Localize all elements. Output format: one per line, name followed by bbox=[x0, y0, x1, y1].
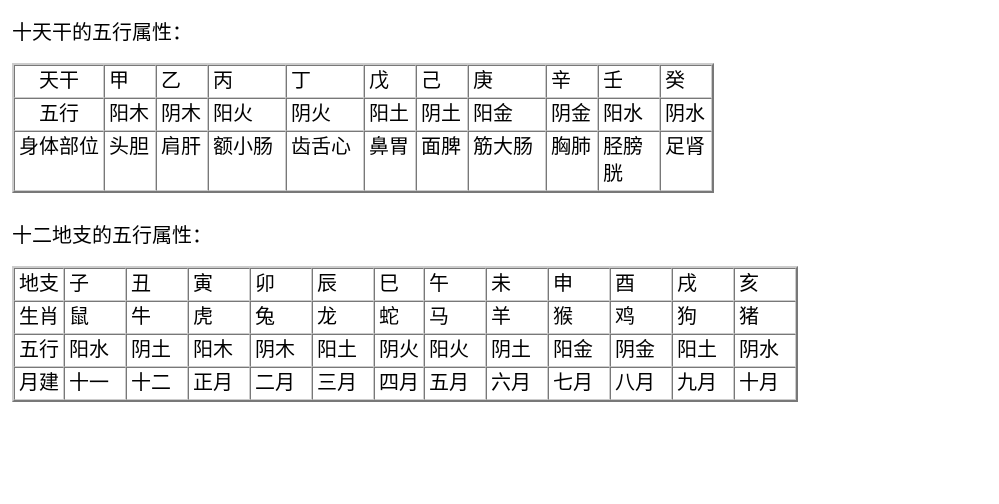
table-cell: 阴火 bbox=[286, 98, 364, 131]
table-cell: 阳土 bbox=[312, 334, 374, 367]
table-cell: 阴土 bbox=[126, 334, 188, 367]
table-cell: 辰 bbox=[312, 268, 374, 301]
table-cell: 子 bbox=[64, 268, 126, 301]
table-cell: 阴土 bbox=[486, 334, 548, 367]
table-cell: 面脾 bbox=[416, 131, 468, 191]
table-cell: 兔 bbox=[250, 301, 312, 334]
table-cell: 龙 bbox=[312, 301, 374, 334]
table-cell: 肩肝 bbox=[156, 131, 208, 191]
table-cell: 五月 bbox=[424, 367, 486, 400]
row-label: 身体部位 bbox=[14, 131, 104, 191]
table-cell: 丁 bbox=[286, 65, 364, 98]
spacer bbox=[12, 201, 987, 213]
table-row: 五行阳木阴木阳火阴火阳土阴土阳金阴金阳水阴水 bbox=[14, 98, 712, 131]
row-label: 月建 bbox=[14, 367, 64, 400]
table-cell: 阳木 bbox=[188, 334, 250, 367]
table-cell: 头胆 bbox=[104, 131, 156, 191]
table-cell: 戊 bbox=[364, 65, 416, 98]
table-cell: 阴水 bbox=[660, 98, 712, 131]
table-dizhi: 地支子丑寅卯辰巳午未申酉戌亥生肖鼠牛虎兔龙蛇马羊猴鸡狗猪五行阳水阴土阳木阴木阳土… bbox=[12, 266, 798, 402]
table-cell: 戌 bbox=[672, 268, 734, 301]
table-row: 月建十一十二正月二月三月四月五月六月七月八月九月十月 bbox=[14, 367, 796, 400]
table-tiangan: 天干甲乙丙丁戊己庚辛壬癸五行阳木阴木阳火阴火阳土阴土阳金阴金阳水阴水身体部位头胆… bbox=[12, 63, 714, 193]
table-cell: 猴 bbox=[548, 301, 610, 334]
table-cell: 猪 bbox=[734, 301, 796, 334]
table-cell: 酉 bbox=[610, 268, 672, 301]
table1-body: 天干甲乙丙丁戊己庚辛壬癸五行阳木阴木阳火阴火阳土阴土阳金阴金阳水阴水身体部位头胆… bbox=[14, 65, 712, 191]
table-cell: 甲 bbox=[104, 65, 156, 98]
table-cell: 十月 bbox=[734, 367, 796, 400]
table-cell: 午 bbox=[424, 268, 486, 301]
table-cell: 未 bbox=[486, 268, 548, 301]
row-label: 五行 bbox=[14, 98, 104, 131]
table-row: 天干甲乙丙丁戊己庚辛壬癸 bbox=[14, 65, 712, 98]
table-cell: 三月 bbox=[312, 367, 374, 400]
table-cell: 丙 bbox=[208, 65, 286, 98]
table-cell: 卯 bbox=[250, 268, 312, 301]
table-cell: 己 bbox=[416, 65, 468, 98]
table-cell: 壬 bbox=[598, 65, 660, 98]
table-cell: 蛇 bbox=[374, 301, 424, 334]
table-cell: 阳火 bbox=[208, 98, 286, 131]
table-cell: 马 bbox=[424, 301, 486, 334]
table-cell: 九月 bbox=[672, 367, 734, 400]
row-label: 生肖 bbox=[14, 301, 64, 334]
table-cell: 虎 bbox=[188, 301, 250, 334]
table-cell: 阴土 bbox=[416, 98, 468, 131]
table-cell: 阳水 bbox=[64, 334, 126, 367]
table-row: 五行阳水阴土阳木阴木阳土阴火阳火阴土阳金阴金阳土阴水 bbox=[14, 334, 796, 367]
table-cell: 四月 bbox=[374, 367, 424, 400]
table-row: 地支子丑寅卯辰巳午未申酉戌亥 bbox=[14, 268, 796, 301]
table-cell: 阴金 bbox=[610, 334, 672, 367]
table-cell: 丑 bbox=[126, 268, 188, 301]
table-cell: 申 bbox=[548, 268, 610, 301]
table-cell: 胫膀胱 bbox=[598, 131, 660, 191]
row-label: 地支 bbox=[14, 268, 64, 301]
table-cell: 七月 bbox=[548, 367, 610, 400]
table-cell: 十一 bbox=[64, 367, 126, 400]
table-cell: 额小肠 bbox=[208, 131, 286, 191]
table-cell: 牛 bbox=[126, 301, 188, 334]
table-cell: 癸 bbox=[660, 65, 712, 98]
table-cell: 阴木 bbox=[156, 98, 208, 131]
table-cell: 寅 bbox=[188, 268, 250, 301]
table-cell: 正月 bbox=[188, 367, 250, 400]
table-cell: 阳土 bbox=[672, 334, 734, 367]
table-cell: 阳火 bbox=[424, 334, 486, 367]
table-cell: 阳水 bbox=[598, 98, 660, 131]
table-cell: 八月 bbox=[610, 367, 672, 400]
table-cell: 筋大肠 bbox=[468, 131, 546, 191]
table-cell: 阳木 bbox=[104, 98, 156, 131]
table-cell: 阴火 bbox=[374, 334, 424, 367]
table-cell: 六月 bbox=[486, 367, 548, 400]
table-cell: 辛 bbox=[546, 65, 598, 98]
heading-dizhi: 十二地支的五行属性： bbox=[12, 219, 987, 248]
table-cell: 鼠 bbox=[64, 301, 126, 334]
row-label: 五行 bbox=[14, 334, 64, 367]
table-cell: 鸡 bbox=[610, 301, 672, 334]
table-cell: 羊 bbox=[486, 301, 548, 334]
table-cell: 庚 bbox=[468, 65, 546, 98]
table-cell: 二月 bbox=[250, 367, 312, 400]
table-cell: 阳金 bbox=[548, 334, 610, 367]
table-cell: 阴木 bbox=[250, 334, 312, 367]
table-row: 生肖鼠牛虎兔龙蛇马羊猴鸡狗猪 bbox=[14, 301, 796, 334]
table2-body: 地支子丑寅卯辰巳午未申酉戌亥生肖鼠牛虎兔龙蛇马羊猴鸡狗猪五行阳水阴土阳木阴木阳土… bbox=[14, 268, 796, 400]
table-cell: 巳 bbox=[374, 268, 424, 301]
table-cell: 阴金 bbox=[546, 98, 598, 131]
table-cell: 鼻胃 bbox=[364, 131, 416, 191]
table-cell: 齿舌心 bbox=[286, 131, 364, 191]
table-cell: 十二 bbox=[126, 367, 188, 400]
heading-tiangan: 十天干的五行属性： bbox=[12, 16, 987, 45]
table-cell: 阴水 bbox=[734, 334, 796, 367]
table-cell: 足肾 bbox=[660, 131, 712, 191]
row-label: 天干 bbox=[14, 65, 104, 98]
table-cell: 阳土 bbox=[364, 98, 416, 131]
table-cell: 亥 bbox=[734, 268, 796, 301]
table-row: 身体部位头胆肩肝额小肠齿舌心鼻胃面脾筋大肠胸肺胫膀胱足肾 bbox=[14, 131, 712, 191]
table-cell: 狗 bbox=[672, 301, 734, 334]
table-cell: 阳金 bbox=[468, 98, 546, 131]
table-cell: 乙 bbox=[156, 65, 208, 98]
table-cell: 胸肺 bbox=[546, 131, 598, 191]
